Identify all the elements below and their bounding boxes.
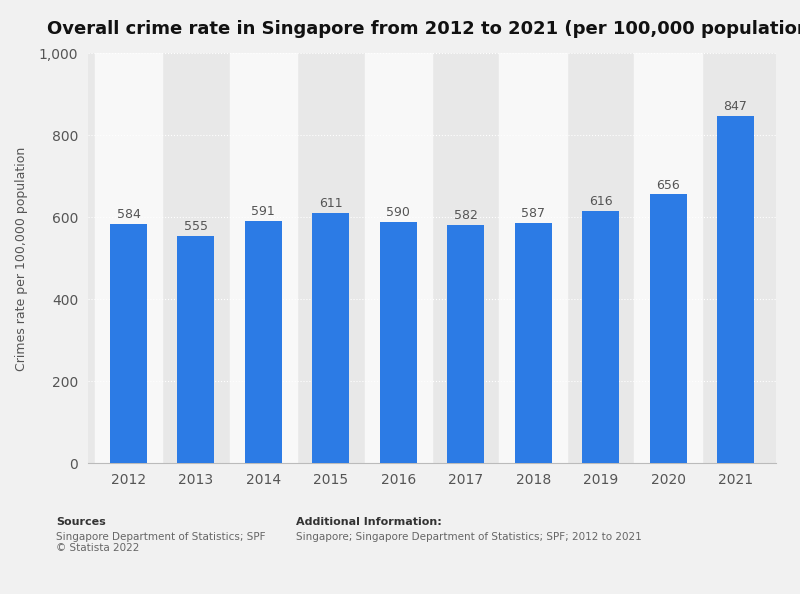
Bar [499, 53, 567, 463]
Text: 611: 611 [319, 197, 342, 210]
Text: 616: 616 [589, 195, 613, 208]
Bar [380, 222, 417, 463]
Text: 847: 847 [723, 100, 747, 113]
Text: Sources: Sources [56, 517, 106, 527]
Title: Overall crime rate in Singapore from 2012 to 2021 (per 100,000 population): Overall crime rate in Singapore from 201… [46, 20, 800, 38]
Text: 587: 587 [521, 207, 545, 220]
Bar [245, 221, 282, 463]
Bar [178, 236, 214, 463]
Text: 555: 555 [184, 220, 208, 233]
Text: 656: 656 [656, 179, 680, 192]
Text: Additional Information:: Additional Information: [296, 517, 442, 527]
Bar [717, 116, 754, 463]
Text: 590: 590 [386, 206, 410, 219]
Text: 582: 582 [454, 209, 478, 222]
Text: Singapore Department of Statistics; SPF
© Statista 2022: Singapore Department of Statistics; SPF … [56, 532, 266, 553]
Bar [230, 53, 297, 463]
Bar [514, 223, 552, 463]
Bar [650, 194, 686, 463]
Bar [365, 53, 432, 463]
Bar [94, 53, 162, 463]
Text: 591: 591 [251, 205, 275, 218]
Y-axis label: Crimes rate per 100,000 population: Crimes rate per 100,000 population [14, 146, 28, 371]
Text: 584: 584 [117, 208, 141, 221]
Bar [312, 213, 350, 463]
Bar [447, 225, 484, 463]
Bar [634, 53, 702, 463]
Text: Singapore; Singapore Department of Statistics; SPF; 2012 to 2021: Singapore; Singapore Department of Stati… [296, 532, 642, 542]
Bar [582, 211, 619, 463]
Bar [110, 224, 147, 463]
